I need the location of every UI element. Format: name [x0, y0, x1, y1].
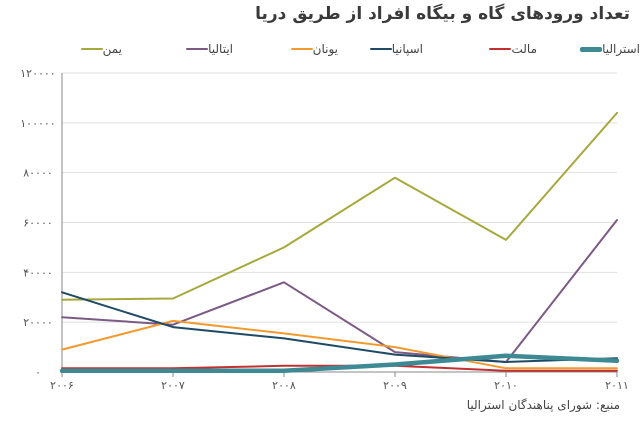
legend-label: ایتالیا	[208, 42, 233, 56]
legend-swatch	[369, 48, 392, 50]
series-line	[61, 219, 618, 363]
legend-label: استرالیا	[602, 42, 640, 56]
legend-swatch	[489, 48, 512, 50]
x-tick-label: ۲۰۰۹	[383, 379, 407, 392]
legend-label: یمن	[102, 42, 122, 56]
legend-item: اسپانیا	[364, 38, 423, 60]
legend-item: یمن	[75, 38, 122, 60]
x-tick-label: ۲۰۰۶	[50, 379, 74, 392]
source-note: منبع: شورای پناهندگان استرالیا	[466, 398, 620, 412]
legend-swatch	[80, 48, 103, 50]
y-tick-label: ۱۰۰۰۰۰	[20, 117, 55, 130]
y-tick-label: ۰	[35, 366, 41, 379]
legend-swatch	[186, 48, 209, 50]
series-line	[59, 353, 620, 374]
legend-label: اسپانیا	[391, 42, 423, 56]
y-tick-label: ۶۰۰۰۰	[23, 217, 53, 230]
legend: استرالیا مالت اسپانیا یونان ایتالیا یمن	[40, 38, 640, 60]
x-tick-label: ۲۰۰۷	[161, 379, 185, 392]
series-line	[61, 319, 618, 370]
x-tick-label: ۲۰۱۱	[605, 379, 629, 392]
x-tick-label: ۲۰۰۸	[272, 379, 296, 392]
y-tick-label: ۱۲۰۰۰۰	[20, 67, 55, 80]
legend-item: استرالیا	[574, 38, 640, 60]
series-line	[61, 111, 618, 301]
x-tick-label: ۲۰۱۰	[494, 379, 518, 392]
legend-swatch	[580, 46, 603, 52]
legend-item: مالت	[483, 38, 537, 60]
y-tick-label: ۴۰۰۰۰	[23, 266, 53, 279]
chart-title: تعداد ورودهای گاه و بیگاه افراد از طریق …	[255, 4, 630, 24]
series-line	[61, 291, 618, 363]
y-tick-label: ۸۰۰۰۰	[23, 167, 53, 180]
legend-item: ایتالیا	[180, 38, 233, 60]
y-tick-label: ۲۰۰۰۰	[23, 316, 53, 329]
legend-item: یونان	[285, 38, 338, 60]
legend-label: یونان	[312, 42, 338, 56]
legend-label: مالت	[511, 42, 537, 56]
legend-swatch	[290, 48, 313, 50]
